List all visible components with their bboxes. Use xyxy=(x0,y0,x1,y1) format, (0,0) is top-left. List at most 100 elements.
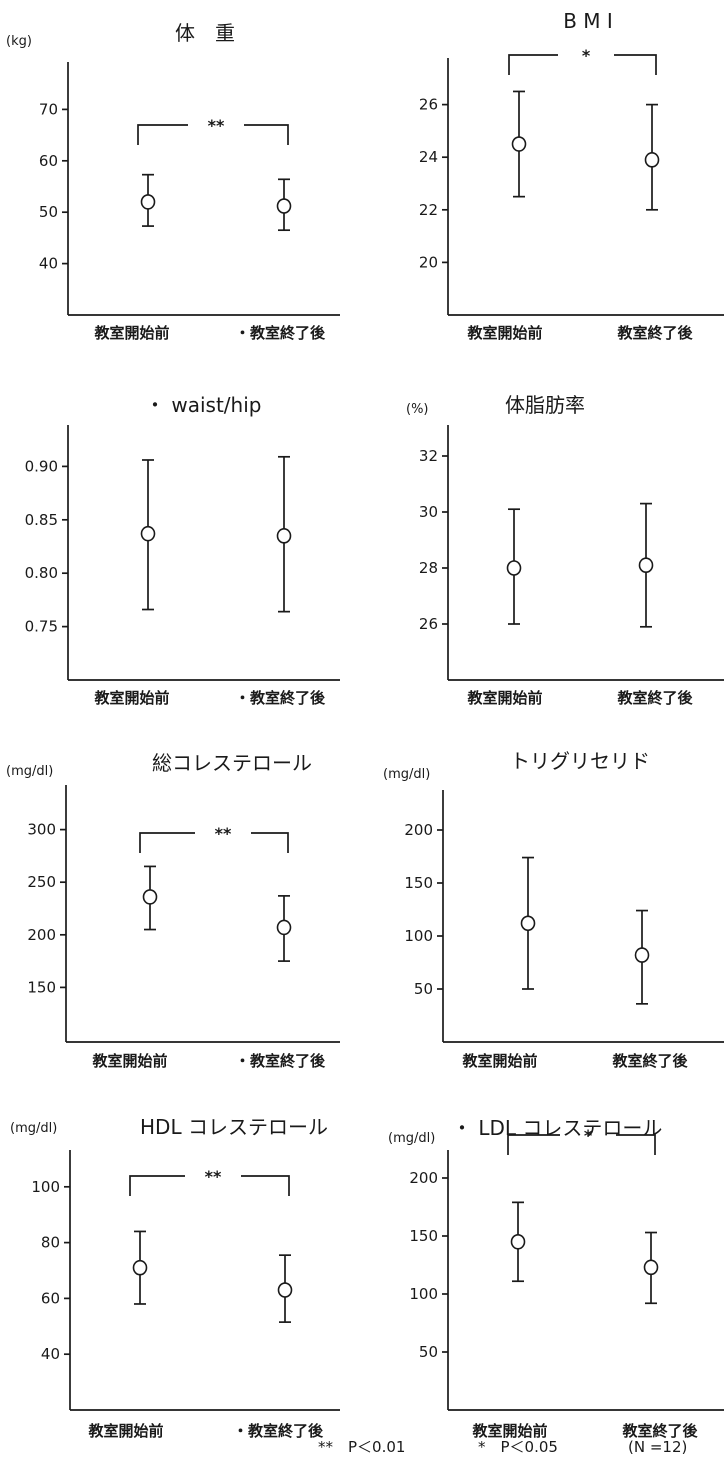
y-unit-label: (mg/dl) xyxy=(383,767,430,782)
data-point xyxy=(520,915,536,932)
panel-total-cholesterol: 総コレステロール (mg/dl) 300 250 200 150 ** 教室開始前 ・教… xyxy=(6,751,340,1070)
significance-bracket-left xyxy=(137,124,188,145)
y-tick-label: 0.85 xyxy=(25,511,58,529)
data-point xyxy=(276,919,292,936)
data-point xyxy=(638,557,654,574)
data-point xyxy=(140,194,156,210)
x-category-label: ・教室終了後 xyxy=(235,689,326,707)
y-tick-label: 24 xyxy=(419,148,438,166)
panel-bmi: B M I 26 24 22 20 * 教室開始前 教室終了後 xyxy=(419,9,724,342)
significance-bracket-right xyxy=(241,1175,290,1196)
x-category-label: 教室開始前 xyxy=(93,324,169,342)
panel-ldl: ・ LDL コレステロール (mg/dl) 200 150 100 50 * 教室開始… xyxy=(388,1116,724,1440)
panel-title: ・ LDL コレステロール xyxy=(452,1116,662,1140)
panel-weight: 体 重 (kg) 70 60 50 40 ** 教室開始前 ・教室終了後 xyxy=(6,21,340,342)
panel-body-fat: 体脂肪率 (%) 32 30 28 26 教室開始前 教室終了後 xyxy=(406,393,724,707)
data-point xyxy=(276,198,292,214)
x-category-label: 教室開始前 xyxy=(466,689,542,707)
y-tick-label: 60 xyxy=(39,152,58,170)
y-tick-label: 150 xyxy=(409,1227,438,1245)
footnote-p001: ** P＜0.01 xyxy=(318,1438,405,1456)
significance-marker: * xyxy=(584,1126,593,1145)
y-tick-label: 70 xyxy=(39,100,58,118)
y-tick-label: 50 xyxy=(39,203,58,221)
data-point xyxy=(511,136,527,152)
data-point xyxy=(644,152,660,168)
y-tick-label: 40 xyxy=(39,255,58,273)
x-category-label: 教室開始前 xyxy=(87,1422,163,1440)
significance-bracket-right xyxy=(614,54,657,75)
data-point xyxy=(277,1282,293,1298)
y-tick-label: 32 xyxy=(419,447,438,465)
panel-title: B M I xyxy=(563,9,613,33)
footnote-p005: * P＜0.05 xyxy=(478,1438,558,1456)
y-tick-label: 22 xyxy=(419,201,438,219)
x-category-label: 教室終了後 xyxy=(616,689,693,707)
y-tick-label: 20 xyxy=(419,253,438,271)
y-tick-label: 30 xyxy=(419,503,438,521)
x-category-label: 教室終了後 xyxy=(621,1422,698,1440)
y-tick-label: 300 xyxy=(27,821,56,839)
data-point xyxy=(643,1259,659,1276)
footnote-n: (N =12) xyxy=(628,1438,687,1456)
panel-waist-hip: ・ waist/hip 0.90 0.85 0.80 0.75 教室開始前 ・教室終了後 xyxy=(25,393,340,707)
panel-title: 総コレステロール xyxy=(152,751,312,775)
significance-marker: ** xyxy=(215,824,232,843)
panel-title: HDL コレステロール xyxy=(140,1115,328,1139)
y-tick-label: 200 xyxy=(27,926,56,944)
y-tick-label: 50 xyxy=(419,1343,438,1361)
x-category-label: 教室開始前 xyxy=(91,1052,167,1070)
y-tick-label: 0.90 xyxy=(25,457,58,475)
x-category-label: 教室終了後 xyxy=(616,324,693,342)
y-unit-label: (%) xyxy=(406,402,429,417)
data-point xyxy=(132,1259,148,1276)
y-tick-label: 26 xyxy=(419,96,438,114)
panel-title: 体脂肪率 xyxy=(505,393,585,417)
y-tick-label: 100 xyxy=(404,927,433,945)
y-tick-label: 0.75 xyxy=(25,618,58,636)
footnote: ** P＜0.01 * P＜0.05 (N =12) xyxy=(318,1438,687,1456)
y-tick-label: 50 xyxy=(414,980,433,998)
y-unit-label: (mg/dl) xyxy=(10,1121,57,1136)
x-category-label: 教室開始前 xyxy=(93,689,169,707)
y-tick-label: 150 xyxy=(404,874,433,892)
y-tick-label: 28 xyxy=(419,559,438,577)
significance-bracket-right xyxy=(251,832,289,853)
significance-bracket-left xyxy=(139,832,195,853)
y-tick-label: 80 xyxy=(41,1234,60,1252)
x-category-label: ・教室終了後 xyxy=(235,324,326,342)
significance-marker: * xyxy=(582,46,591,65)
data-point xyxy=(140,525,156,542)
y-unit-label: (mg/dl) xyxy=(6,764,53,779)
y-tick-label: 100 xyxy=(31,1178,60,1196)
panel-triglycerides: トリグリセリド (mg/dl) 200 150 100 50 教室開始前 教室終了後 xyxy=(383,749,724,1070)
x-category-label: 教室開始前 xyxy=(461,1052,537,1070)
panel-hdl: HDL コレステロール (mg/dl) 100 80 60 40 ** 教室開始前 ・教… xyxy=(10,1115,340,1440)
y-tick-label: 0.80 xyxy=(25,564,58,582)
data-point xyxy=(510,1234,526,1250)
x-category-label: 教室開始前 xyxy=(471,1422,547,1440)
data-point xyxy=(276,528,292,544)
x-category-label: ・教室終了後 xyxy=(235,1052,326,1070)
data-point xyxy=(634,947,650,963)
panel-title: 体 重 xyxy=(175,21,235,45)
y-tick-label: 26 xyxy=(419,615,438,633)
significance-marker: ** xyxy=(205,1167,222,1186)
y-tick-label: 60 xyxy=(41,1289,60,1307)
y-tick-label: 100 xyxy=(409,1285,438,1303)
significance-marker: ** xyxy=(208,116,225,135)
y-tick-label: 40 xyxy=(41,1345,60,1363)
significance-bracket-right xyxy=(244,124,289,145)
panel-title: トリグリセリド xyxy=(510,749,650,773)
y-unit-label: (kg) xyxy=(6,34,32,49)
y-tick-label: 200 xyxy=(404,821,433,839)
x-category-label: 教室開始前 xyxy=(466,324,542,342)
y-tick-label: 250 xyxy=(27,873,56,891)
y-tick-label: 200 xyxy=(409,1169,438,1187)
significance-bracket-left xyxy=(507,1134,560,1155)
data-point xyxy=(142,889,158,905)
significance-bracket-right xyxy=(616,1134,656,1155)
significance-bracket-left xyxy=(508,54,558,75)
y-tick-label: 150 xyxy=(27,978,56,996)
